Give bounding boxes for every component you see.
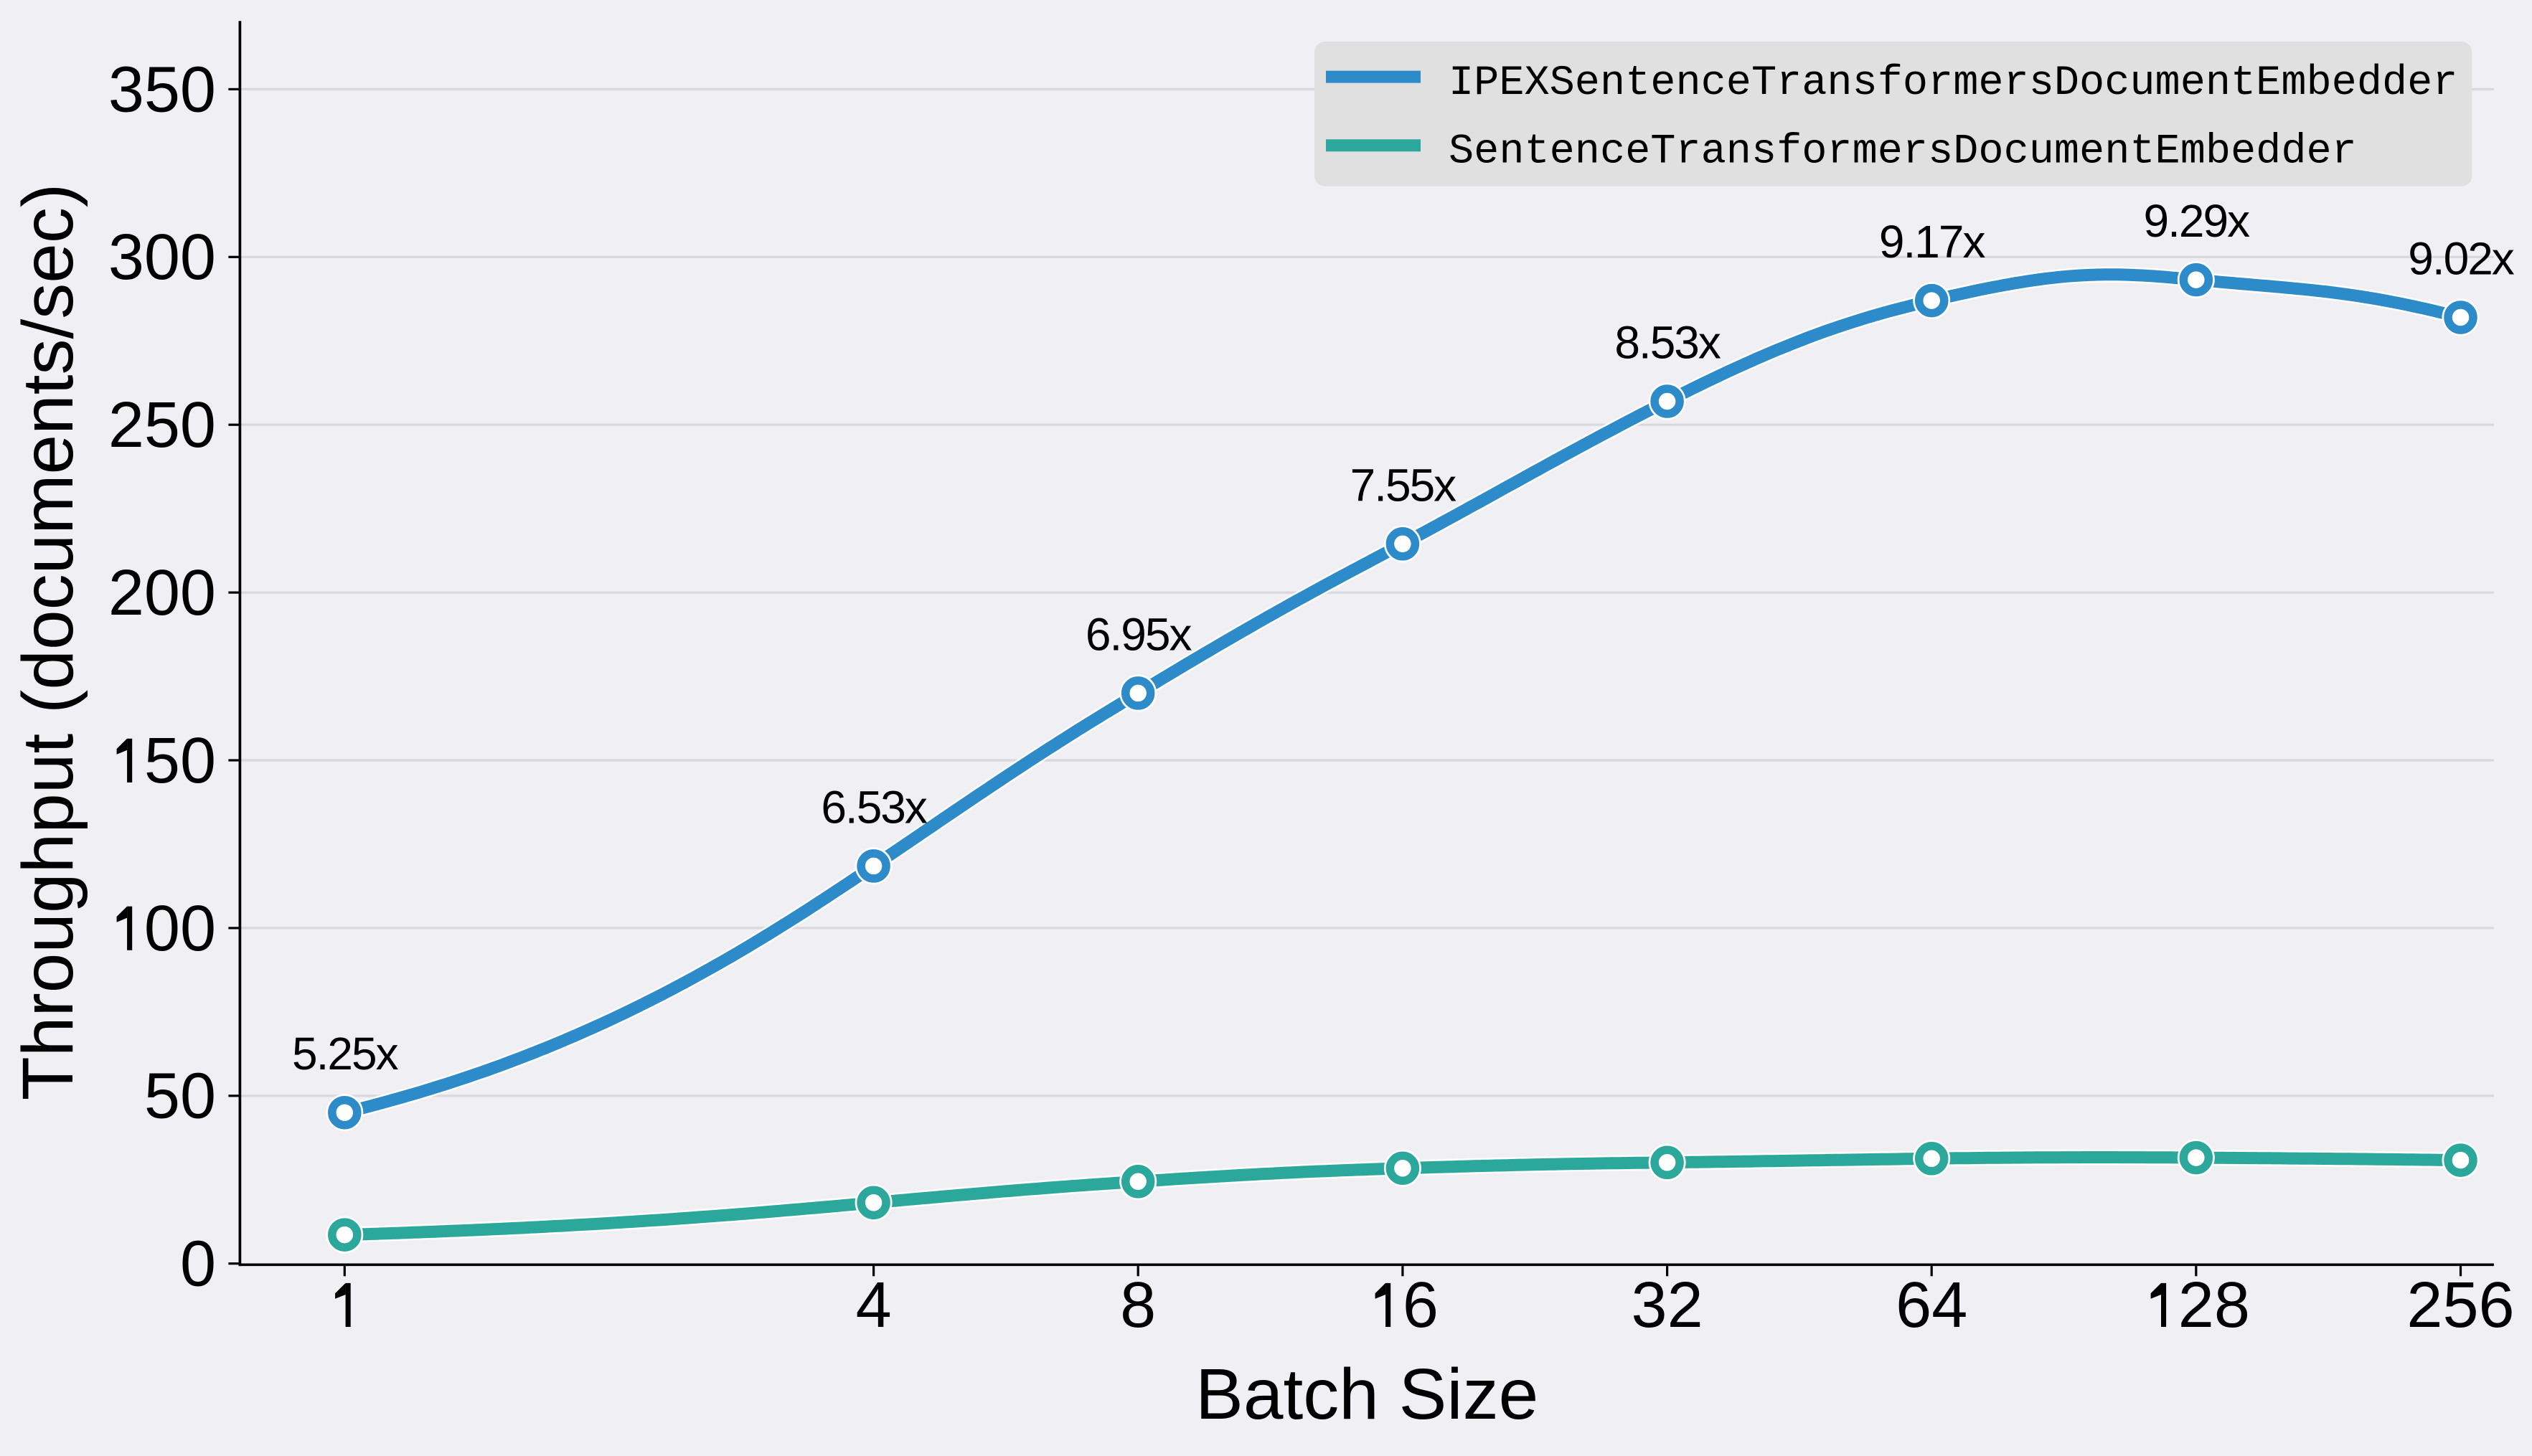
svg-text:250: 250 <box>108 389 216 461</box>
svg-text:256: 256 <box>2406 1270 2514 1341</box>
svg-text:7.55x: 7.55x <box>1350 459 1457 511</box>
svg-text:28: 28 <box>2178 1270 2250 1341</box>
svg-text:50: 50 <box>144 725 216 797</box>
svg-text:6.53x: 6.53x <box>821 781 928 833</box>
svg-text:64: 64 <box>1896 1270 1967 1341</box>
svg-text:9.29x: 9.29x <box>2144 195 2251 247</box>
svg-text:Batch Size: Batch Size <box>1195 1354 1538 1434</box>
svg-text:300: 300 <box>108 222 216 293</box>
svg-text:9.02x: 9.02x <box>2408 233 2515 285</box>
svg-text:32: 32 <box>1632 1270 1703 1341</box>
svg-text:Throughput (documents/sec): Throughput (documents/sec) <box>8 184 88 1100</box>
svg-text:350: 350 <box>108 54 216 126</box>
svg-text:8.53x: 8.53x <box>1614 317 1721 369</box>
svg-text:IPEXSentenceTransformersDocume: IPEXSentenceTransformersDocumentEmbedder <box>1449 59 2457 107</box>
svg-text:SentenceTransformersDocumentEm: SentenceTransformersDocumentEmbedder <box>1449 128 2357 176</box>
svg-text:6: 6 <box>1403 1270 1439 1341</box>
svg-text:200: 200 <box>108 557 216 629</box>
svg-text:4: 4 <box>856 1270 892 1341</box>
svg-text:9.17x: 9.17x <box>1879 216 1986 268</box>
svg-text:00: 00 <box>144 893 216 965</box>
svg-text:5.25x: 5.25x <box>292 1028 399 1079</box>
svg-text:6.95x: 6.95x <box>1086 608 1192 660</box>
svg-text:50: 50 <box>144 1061 216 1133</box>
svg-text:8: 8 <box>1120 1270 1156 1341</box>
svg-text:0: 0 <box>180 1229 216 1300</box>
